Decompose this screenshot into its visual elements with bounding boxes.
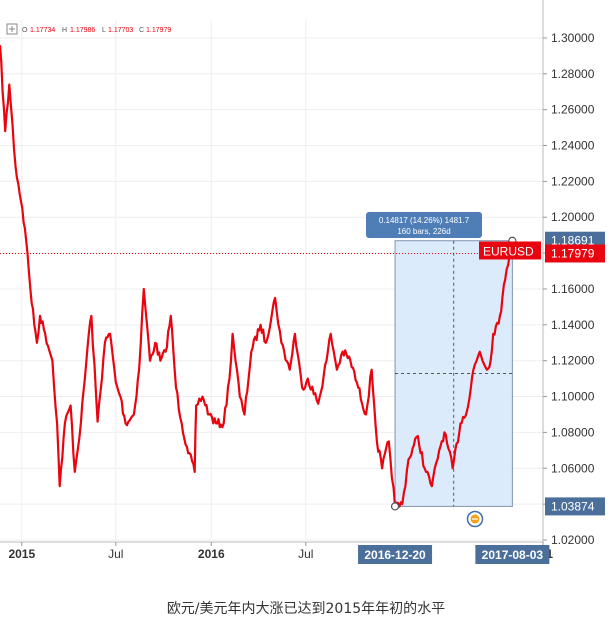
price-badge-label-2: 1.03874 xyxy=(551,499,595,513)
ohlc-legend: O 1.17734 H 1.17986 L 1.17703 C 1.17979 xyxy=(6,23,171,35)
tooltip-line-2: 160 bars, 226d xyxy=(397,227,450,236)
y-tick-label-14: 1.02000 xyxy=(551,533,595,547)
y-tick-label-0: 1.30000 xyxy=(551,31,595,45)
ohlc-high-label: H xyxy=(62,27,67,34)
x-highlight-badge-1 xyxy=(475,545,550,564)
y-tick-label-11: 1.08000 xyxy=(551,425,595,439)
y-tick-label-12: 1.06000 xyxy=(551,461,595,475)
y-tick-label-2: 1.26000 xyxy=(551,103,595,117)
price-badge-1 xyxy=(545,244,605,263)
tooltip-line-1: 0.14817 (14.26%) 1481.7 xyxy=(379,216,470,225)
chart-caption: 欧元/美元年内大涨已达到2015年年初的水平 xyxy=(166,601,446,617)
ohlc-close-value: 1.17979 xyxy=(146,27,171,34)
x-highlight-label-0: 2016-12-20 xyxy=(364,548,426,562)
x-tick-label-3: Jul xyxy=(298,547,313,561)
ohlc-low-value: 1.17703 xyxy=(108,27,133,34)
price-badge-2 xyxy=(545,497,605,516)
x-highlight-label-1: 2017-08-03 xyxy=(482,548,544,562)
event-marker-icon[interactable] xyxy=(466,510,484,528)
y-tick-label-1: 1.28000 xyxy=(551,67,595,81)
tooltip-background xyxy=(366,212,482,238)
y-tick-label-9: 1.12000 xyxy=(551,354,595,368)
x-tick-label-0: 2015 xyxy=(8,547,35,561)
ohlc-low-label: L xyxy=(102,27,106,34)
ohlc-open-label: O xyxy=(22,27,28,34)
price-badge-label-0: 1.18691 xyxy=(551,234,595,248)
eurusd-chart: 0.14817 (14.26%) 1481.7 160 bars, 226d O… xyxy=(0,0,605,564)
x-tick-label-2: 2016 xyxy=(198,547,225,561)
y-tick-label-8: 1.14000 xyxy=(551,318,595,332)
y-tick-label-7: 1.16000 xyxy=(551,282,595,296)
y-tick-label-10: 1.10000 xyxy=(551,390,595,404)
eurusd-series-line xyxy=(0,45,514,508)
legend-toggle-icon[interactable] xyxy=(6,23,18,35)
ohlc-high-value: 1.17986 xyxy=(70,27,95,34)
price-badge-label-1: 1.17979 xyxy=(551,246,595,260)
symbol-tag: EURUSD xyxy=(479,241,541,260)
ohlc-close-label: C xyxy=(139,27,144,34)
y-tick-label-4: 1.22000 xyxy=(551,174,595,188)
symbol-tag-background xyxy=(479,241,541,260)
selection-tooltip: 0.14817 (14.26%) 1481.7 160 bars, 226d xyxy=(366,212,482,238)
ohlc-open-value: 1.17734 xyxy=(30,27,55,34)
symbol-label: EURUSD xyxy=(483,244,534,258)
selection-start-handle[interactable] xyxy=(390,502,400,511)
y-tick-label-3: 1.24000 xyxy=(551,139,595,153)
x-tick-label-1: Jul xyxy=(108,547,123,561)
y-tick-label-5: 1.20000 xyxy=(551,210,595,224)
ohlc-readout: O 1.17734 H 1.17986 L 1.17703 C 1.17979 xyxy=(22,27,171,34)
x-highlight-badge-0 xyxy=(358,545,433,564)
